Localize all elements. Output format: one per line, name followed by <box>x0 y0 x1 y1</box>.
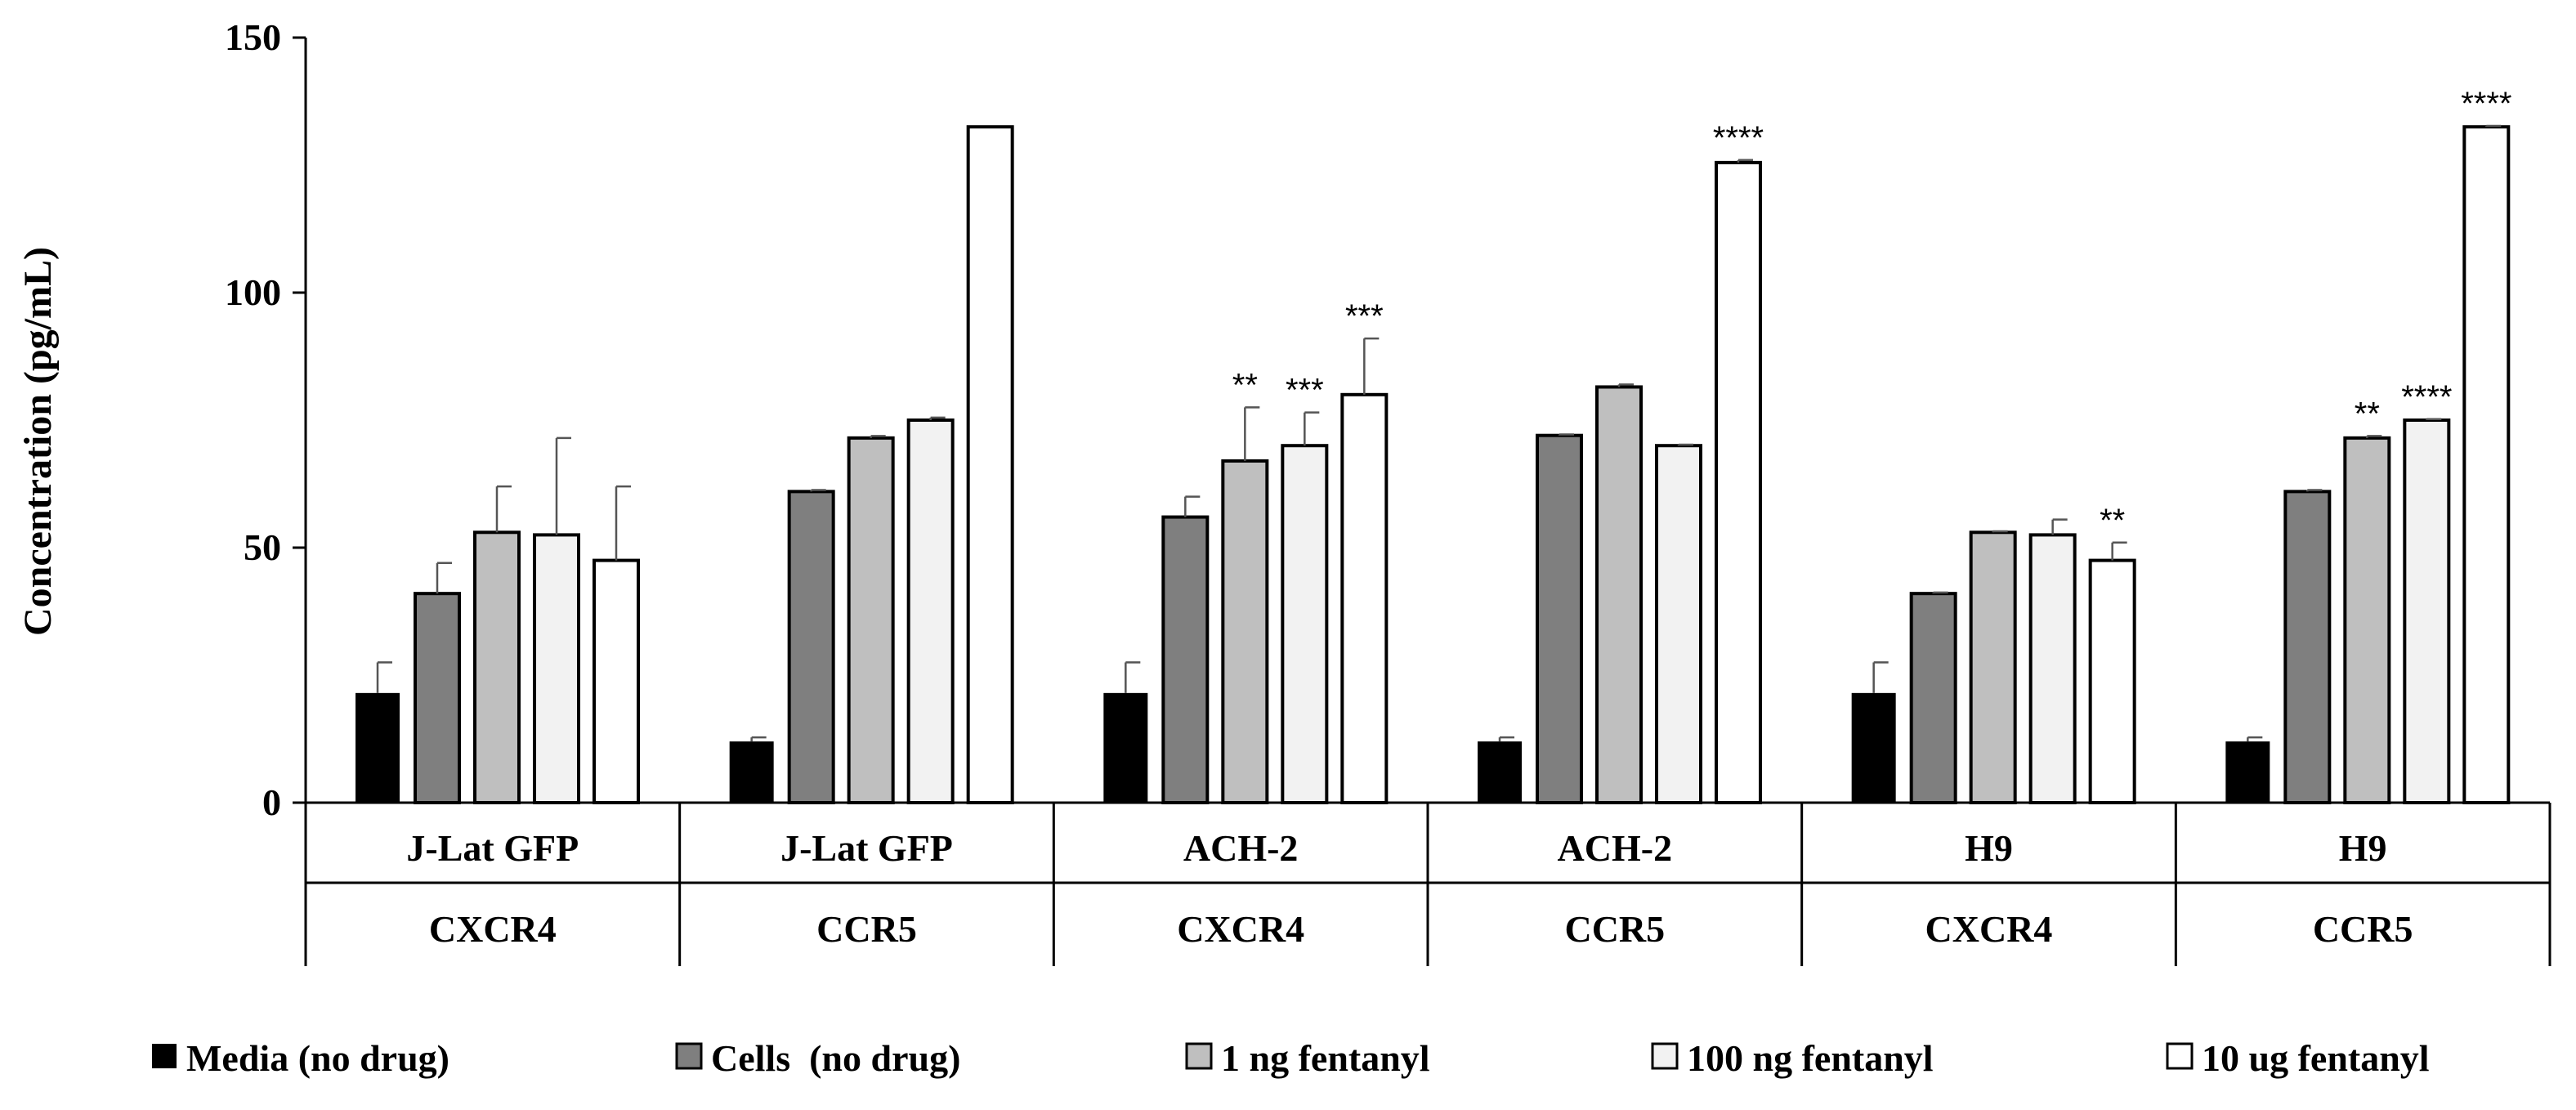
y-tick-label: 150 <box>225 16 281 58</box>
bar <box>473 530 521 805</box>
legend-swatch <box>152 1044 177 1068</box>
x-category-label: ACH-2 <box>1558 827 1673 869</box>
significance-label: ** <box>2100 503 2125 539</box>
bar <box>966 125 1014 804</box>
bar <box>1536 433 1583 804</box>
bar <box>593 558 640 804</box>
x-category-label: H9 <box>2339 827 2387 869</box>
bar <box>1221 459 1269 804</box>
bar <box>2028 533 2077 805</box>
x-category-label: J-Lat GFP <box>780 827 953 869</box>
plot-area: 0 50 100 150 J-Lat GFP CXCR4 J-Lat GFP CCR5 ACH-… <box>225 16 2551 966</box>
bar <box>1281 444 1329 804</box>
bar <box>533 533 580 805</box>
bar <box>356 692 400 803</box>
bar <box>847 436 895 805</box>
legend-label: 100 ng fentanyl <box>1687 1037 1934 1079</box>
y-tick-label: 50 <box>244 526 281 568</box>
bar <box>787 490 835 804</box>
legend-swatch <box>2166 1042 2194 1070</box>
legend-label: 10 ug fentanyl <box>2202 1037 2430 1079</box>
significance-label: ** <box>1232 367 1258 403</box>
legend-swatch <box>675 1042 703 1070</box>
x-category-label: H9 <box>1965 827 2013 869</box>
bar <box>2088 558 2136 804</box>
significance-label: ** <box>2355 396 2380 432</box>
bar <box>1161 515 1210 804</box>
x-category-label: ACH-2 <box>1183 827 1299 869</box>
bar <box>1851 692 1896 803</box>
x-category-sublabel: CXCR4 <box>1925 908 2053 950</box>
significance-label: *** <box>1286 373 1324 409</box>
legend: Media (no drug) Cells (no drug) 1 ng fenta… <box>152 1037 2430 1079</box>
significance-label: **** <box>1713 120 1764 156</box>
bar <box>1103 692 1148 803</box>
bar <box>2343 436 2391 805</box>
legend-label: 1 ng fentanyl <box>1221 1037 1430 1079</box>
bar <box>1478 741 1522 803</box>
x-category-sublabel: CCR5 <box>2313 908 2413 950</box>
bar <box>2462 125 2511 804</box>
significance-label: **** <box>2461 86 2511 122</box>
bar <box>729 741 774 803</box>
y-tick-label: 100 <box>225 271 281 313</box>
y-axis-label: Concentration (pg/mL) <box>16 247 60 636</box>
significance-label: **** <box>2401 379 2452 415</box>
bar <box>906 418 955 804</box>
legend-label: Media (no drug) <box>186 1037 449 1079</box>
legend-swatch <box>1185 1042 1213 1070</box>
x-category-sublabel: CCR5 <box>1564 908 1665 950</box>
bar <box>1655 444 1702 804</box>
bar <box>1969 530 2017 805</box>
significance-label: *** <box>1345 298 1384 334</box>
x-category-sublabel: CXCR4 <box>1177 908 1304 950</box>
x-category-sublabel: CCR5 <box>816 908 917 950</box>
bar <box>414 592 461 804</box>
x-category-sublabel: CXCR4 <box>429 908 557 950</box>
bar <box>2283 490 2332 804</box>
y-tick-label: 0 <box>262 781 281 823</box>
bar <box>1715 160 1762 804</box>
legend-swatch <box>1651 1042 1679 1070</box>
bar <box>1595 385 1643 804</box>
bar <box>2403 418 2451 804</box>
bar <box>1340 392 1389 804</box>
legend-label: Cells (no drug) <box>711 1037 960 1079</box>
bar <box>2225 741 2270 803</box>
bar <box>1909 592 1957 804</box>
x-category-label: J-Lat GFP <box>406 827 579 869</box>
